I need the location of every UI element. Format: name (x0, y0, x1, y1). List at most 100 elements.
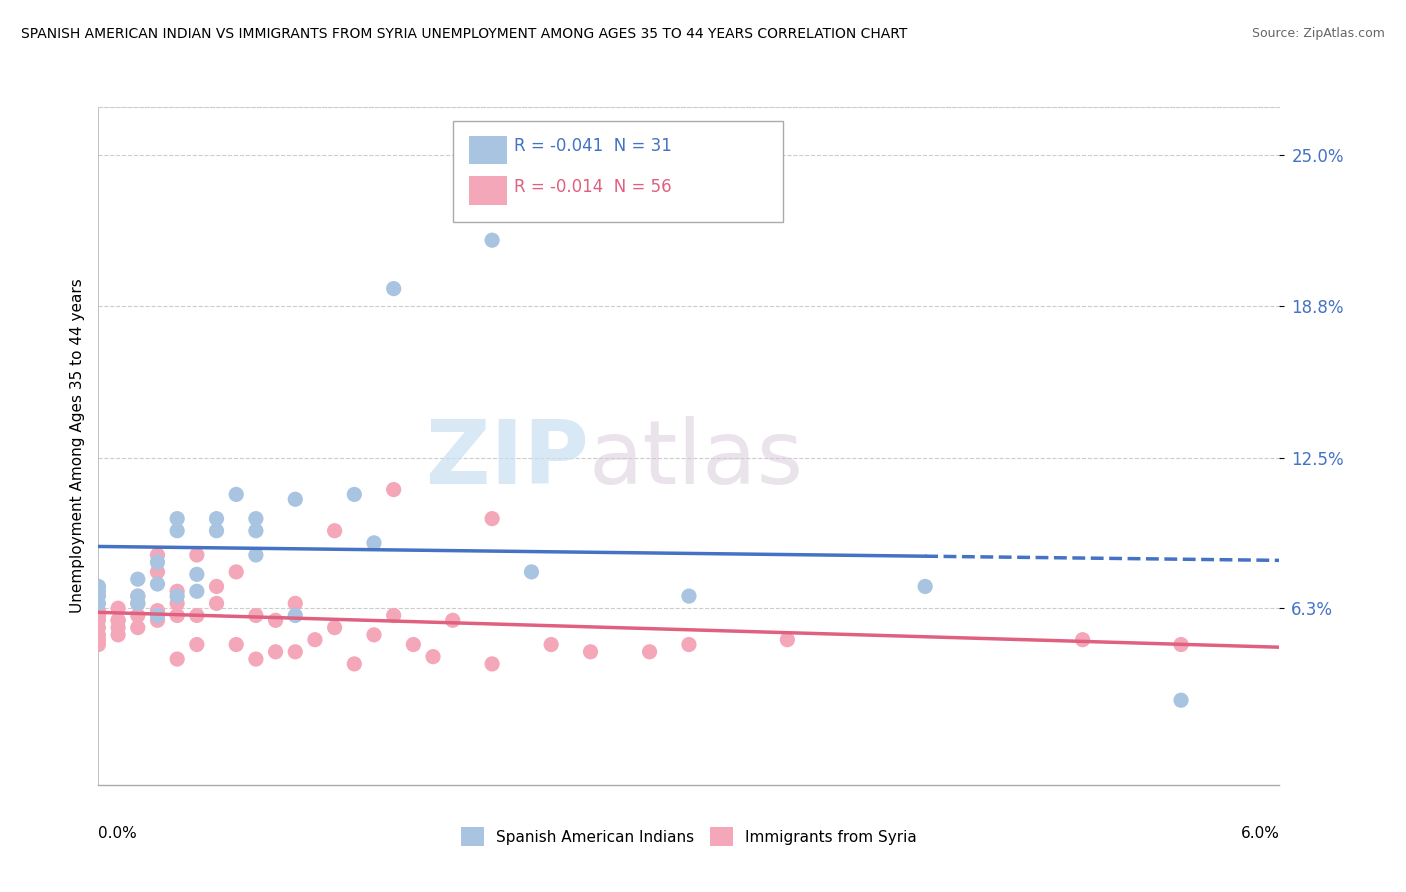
Point (166, 589, 188, 603)
Point (127, 596, 149, 610)
Point (678, 589, 700, 603)
Point (245, 511, 267, 525)
Point (343, 487, 366, 501)
Point (284, 492, 307, 507)
Point (205, 579, 228, 593)
Point (205, 596, 228, 610)
Point (481, 657, 503, 671)
Text: Source: ZipAtlas.com: Source: ZipAtlas.com (1251, 27, 1385, 40)
Point (146, 604, 169, 618)
Point (264, 645, 287, 659)
Point (245, 548, 267, 562)
FancyBboxPatch shape (470, 136, 508, 164)
Point (1170, 638, 1192, 652)
Text: atlas: atlas (589, 416, 804, 503)
Point (166, 524, 188, 538)
Point (127, 621, 149, 635)
Point (146, 608, 169, 623)
Point (186, 608, 208, 623)
Point (1071, 632, 1094, 647)
Point (166, 584, 188, 599)
Point (87, 628, 110, 642)
Point (127, 572, 149, 586)
Point (363, 536, 385, 550)
Point (127, 589, 149, 603)
Point (481, 511, 503, 525)
Point (323, 524, 346, 538)
Point (441, 613, 464, 627)
Point (914, 579, 936, 593)
Point (382, 282, 405, 296)
Point (205, 524, 228, 538)
Point (146, 548, 169, 562)
Point (87, 604, 110, 618)
Point (87, 589, 110, 603)
Point (225, 638, 247, 652)
Point (146, 555, 169, 569)
Point (87, 608, 110, 623)
Point (166, 596, 188, 610)
Point (87, 584, 110, 599)
Point (186, 638, 208, 652)
Point (1170, 693, 1192, 707)
Text: R = -0.041  N = 31: R = -0.041 N = 31 (515, 137, 672, 155)
Text: 0.0%: 0.0% (98, 826, 138, 840)
Point (678, 638, 700, 652)
Point (284, 608, 307, 623)
Point (87, 579, 110, 593)
FancyBboxPatch shape (470, 177, 508, 204)
Point (87, 632, 110, 647)
Text: SPANISH AMERICAN INDIAN VS IMMIGRANTS FROM SYRIA UNEMPLOYMENT AMONG AGES 35 TO 4: SPANISH AMERICAN INDIAN VS IMMIGRANTS FR… (21, 27, 907, 41)
FancyBboxPatch shape (453, 120, 783, 222)
Point (87, 596, 110, 610)
Point (776, 632, 799, 647)
Point (146, 613, 169, 627)
Point (146, 577, 169, 591)
Point (166, 608, 188, 623)
Point (343, 657, 366, 671)
Point (579, 645, 602, 659)
Legend: Spanish American Indians, Immigrants from Syria: Spanish American Indians, Immigrants fro… (456, 821, 922, 852)
Point (402, 638, 425, 652)
Point (225, 565, 247, 579)
Point (284, 645, 307, 659)
Point (87, 621, 110, 635)
Point (186, 584, 208, 599)
Point (638, 645, 661, 659)
Point (264, 613, 287, 627)
Point (323, 621, 346, 635)
Point (363, 628, 385, 642)
Y-axis label: Unemployment Among Ages 35 to 44 years: Unemployment Among Ages 35 to 44 years (69, 278, 84, 614)
Point (186, 567, 208, 582)
Point (107, 621, 129, 635)
Point (127, 596, 149, 610)
Point (284, 596, 307, 610)
Point (107, 601, 129, 615)
Point (107, 613, 129, 627)
Point (146, 565, 169, 579)
Point (107, 628, 129, 642)
Point (422, 649, 444, 664)
Text: 6.0%: 6.0% (1240, 826, 1279, 840)
Point (304, 632, 326, 647)
Point (166, 511, 188, 525)
Text: ZIP: ZIP (426, 416, 589, 503)
Point (481, 233, 503, 247)
Point (540, 638, 562, 652)
Point (186, 548, 208, 562)
Point (520, 565, 543, 579)
Point (205, 511, 228, 525)
Point (245, 524, 267, 538)
Point (166, 652, 188, 666)
Point (127, 589, 149, 603)
Point (87, 613, 110, 627)
Point (107, 613, 129, 627)
Point (87, 638, 110, 652)
Point (127, 608, 149, 623)
Point (225, 487, 247, 501)
Point (245, 608, 267, 623)
Point (245, 652, 267, 666)
Point (382, 483, 405, 497)
Text: R = -0.014  N = 56: R = -0.014 N = 56 (515, 178, 672, 196)
Point (382, 608, 405, 623)
